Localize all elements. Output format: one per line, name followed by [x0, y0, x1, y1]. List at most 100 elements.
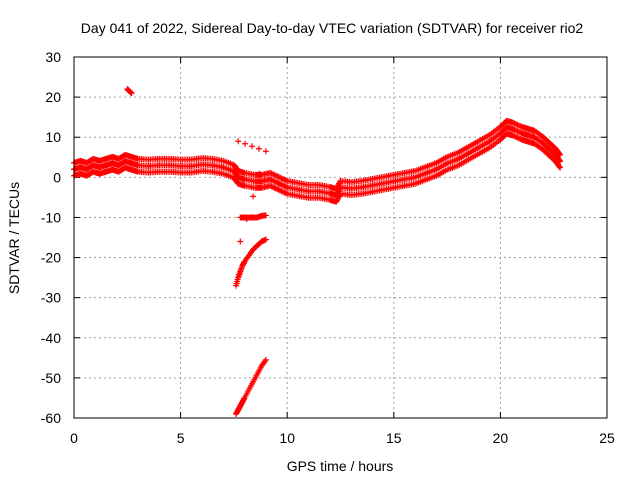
data-point — [348, 191, 355, 198]
data-point — [209, 162, 216, 169]
data-point — [540, 140, 547, 147]
data-point — [122, 151, 129, 158]
data-point — [188, 169, 195, 176]
x-tick-label: 10 — [279, 430, 295, 446]
data-point — [262, 236, 269, 243]
data-point — [476, 144, 483, 151]
data-point — [465, 150, 472, 157]
data-point — [326, 183, 333, 190]
data-point — [209, 168, 216, 175]
data-point — [518, 123, 525, 130]
data-point — [557, 158, 564, 165]
data-point — [305, 188, 312, 195]
data-point — [433, 166, 440, 173]
y-tick-label: 10 — [45, 129, 61, 145]
data-point — [242, 140, 249, 147]
data-point — [518, 136, 525, 143]
data-point — [503, 130, 510, 137]
data-point — [128, 166, 135, 173]
data-point — [433, 159, 440, 166]
data-point — [497, 123, 504, 130]
x-tick-label: 5 — [177, 430, 185, 446]
data-point — [145, 169, 152, 176]
data-point — [83, 172, 90, 179]
data-point — [401, 169, 408, 176]
data-point — [525, 125, 532, 132]
data-point — [109, 166, 116, 173]
data-point — [369, 182, 376, 189]
y-tick-label: 30 — [45, 49, 61, 65]
data-point — [525, 132, 532, 139]
y-tick-label: -10 — [41, 209, 61, 225]
data-point — [256, 170, 263, 177]
data-point — [486, 131, 493, 138]
x-tick-label: 20 — [493, 430, 509, 446]
data-point — [262, 212, 269, 219]
data-point — [128, 160, 135, 167]
data-point — [503, 117, 510, 124]
data-points — [71, 86, 564, 417]
data-point — [156, 155, 163, 162]
data-point — [267, 182, 274, 189]
data-point — [122, 158, 129, 165]
data-point — [102, 162, 109, 169]
data-point — [177, 169, 184, 176]
data-point — [401, 182, 408, 189]
data-point — [333, 198, 340, 205]
data-point — [465, 156, 472, 163]
data-point — [262, 148, 269, 155]
data-point — [258, 178, 265, 185]
chart-title: Day 041 of 2022, Sidereal Day-to-day VTE… — [81, 20, 584, 36]
data-point — [96, 170, 103, 177]
data-point — [128, 90, 135, 97]
data-point — [497, 136, 504, 143]
data-point — [96, 164, 103, 171]
data-point — [422, 163, 429, 170]
data-point — [177, 156, 184, 163]
data-point — [284, 177, 291, 184]
data-point — [358, 184, 365, 191]
data-point — [128, 153, 135, 160]
data-point — [235, 180, 242, 187]
data-point — [252, 178, 259, 185]
data-point — [454, 162, 461, 169]
data-point — [166, 155, 173, 162]
data-point — [262, 356, 269, 363]
data-point — [369, 175, 376, 182]
data-point — [358, 190, 365, 197]
data-point — [316, 194, 323, 201]
data-point — [497, 130, 504, 137]
data-point — [316, 181, 323, 188]
data-point — [305, 181, 312, 188]
data-point — [250, 193, 257, 200]
data-point — [380, 173, 387, 180]
plot-frame — [73, 56, 608, 419]
data-point — [465, 143, 472, 150]
data-point — [510, 119, 517, 126]
data-point — [412, 180, 419, 187]
data-point — [518, 130, 525, 137]
data-point — [156, 168, 163, 175]
data-point — [115, 162, 122, 169]
data-point — [220, 164, 227, 171]
data-point — [546, 139, 553, 146]
data-point — [275, 186, 282, 193]
data-point — [145, 163, 152, 170]
data-point — [241, 182, 248, 189]
data-point — [412, 174, 419, 181]
y-tick-label: -50 — [41, 370, 61, 386]
y-tick-label: -40 — [41, 330, 61, 346]
data-point — [235, 174, 242, 181]
data-point — [267, 169, 274, 176]
data-point — [556, 150, 563, 157]
x-tick-label: 15 — [386, 430, 402, 446]
data-point — [422, 170, 429, 177]
data-point — [255, 145, 262, 152]
data-point — [275, 180, 282, 187]
y-tick-label: -30 — [41, 290, 61, 306]
x-tick-label: 0 — [70, 430, 78, 446]
data-point — [540, 146, 547, 153]
data-point — [90, 155, 97, 162]
data-point — [454, 149, 461, 156]
